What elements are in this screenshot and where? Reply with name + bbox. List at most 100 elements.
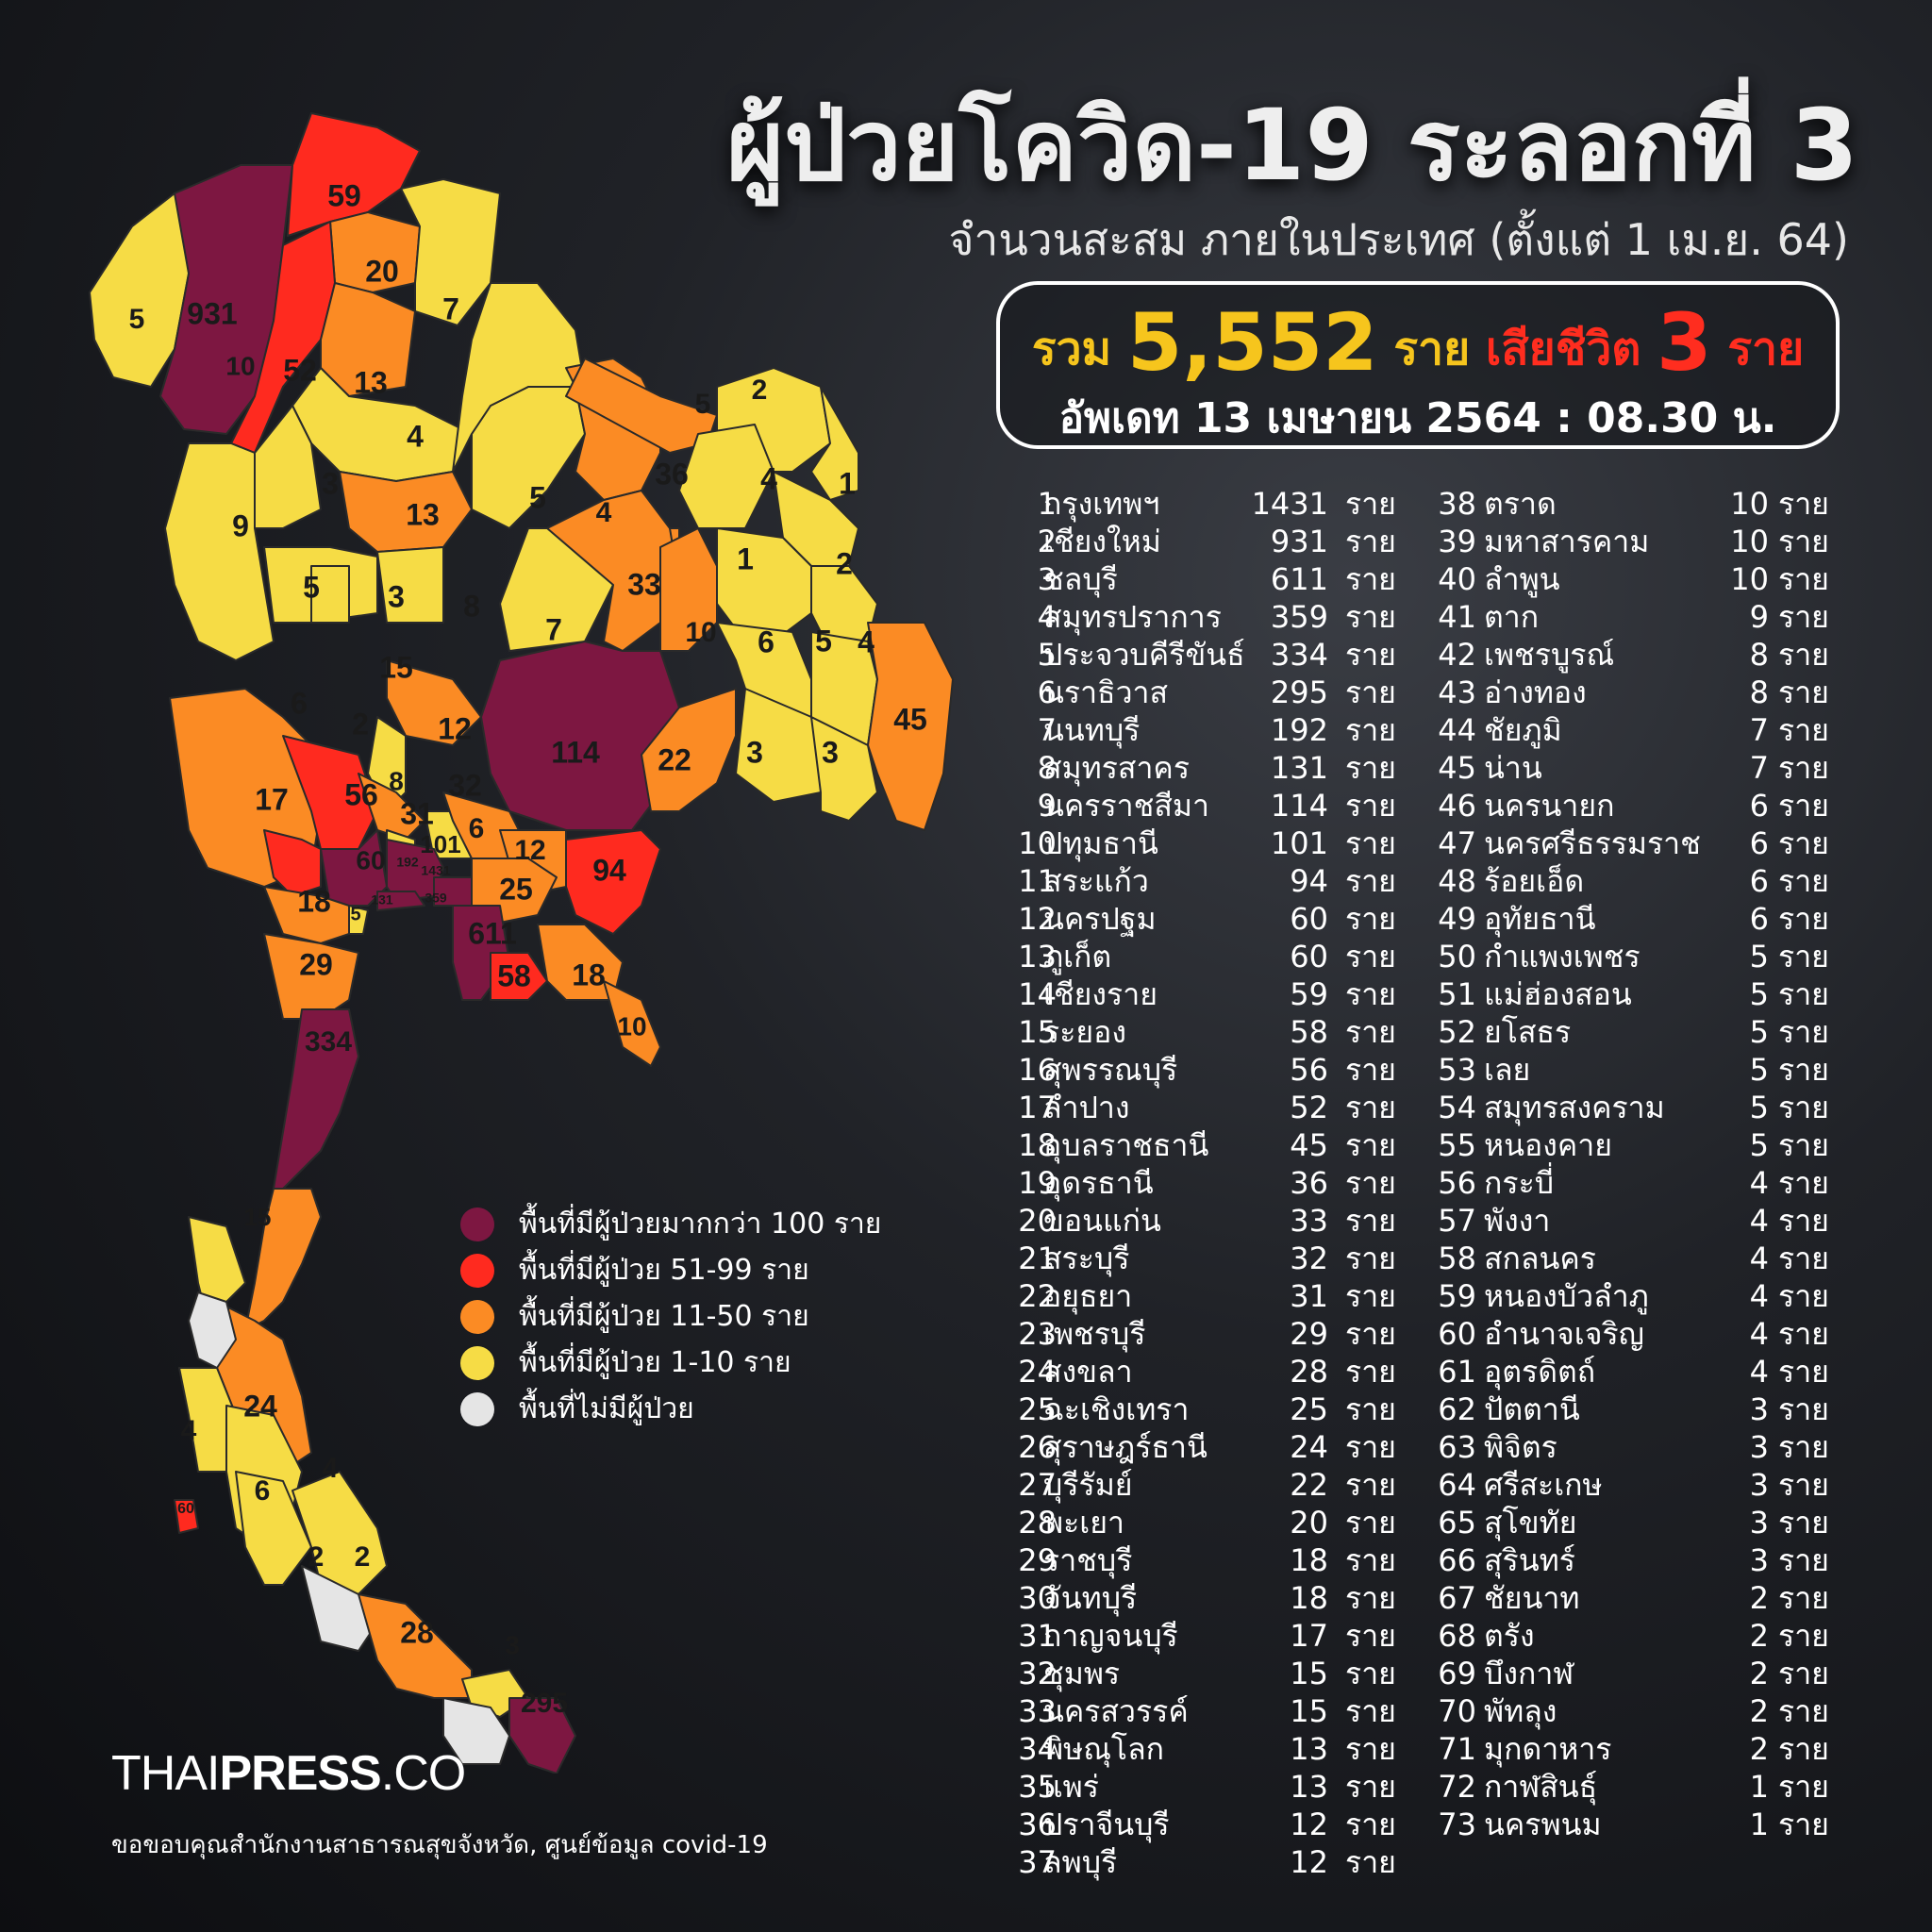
province-count: 8 [1749, 675, 1769, 710]
province-row: 26 สุราษฎร์ธานี 24 ราย [1000, 1428, 1404, 1466]
province-name: อุดรธานี [1043, 1165, 1154, 1201]
map-province-count: 5 [303, 570, 320, 604]
province-unit: ราย [1345, 1014, 1396, 1050]
province-row: 32 ชุมพร 15 ราย [1000, 1655, 1404, 1692]
province-name: มหาสารคาม [1484, 524, 1650, 559]
province-row: 50 กำแพงเพชร 5 ราย [1420, 938, 1835, 975]
province-rank: 65 [1438, 1505, 1476, 1541]
province-count: 3 [1749, 1391, 1769, 1427]
province-name: อำนาจเจริญ [1484, 1316, 1644, 1352]
province-row: 13 ภูเก็ต 60 ราย [1000, 938, 1404, 975]
province-unit: ราย [1345, 1241, 1396, 1276]
province-rank: 11 [1018, 863, 1057, 899]
province-count: 6 [1749, 788, 1769, 824]
province-unit: ราย [1345, 1052, 1396, 1088]
legend-swatch [460, 1208, 494, 1241]
province-rank: 49 [1438, 901, 1476, 937]
province-rank: 17 [1018, 1090, 1057, 1125]
province-count: 3 [1749, 1542, 1769, 1578]
map-province-count: 3 [746, 735, 763, 769]
province-rank: 64 [1438, 1467, 1476, 1503]
province-count: 7 [1749, 750, 1769, 786]
map-province-count: 15 [244, 1203, 272, 1231]
deaths-unit: ราย [1727, 323, 1805, 375]
province-count: 5 [1749, 1127, 1769, 1163]
map-province-count: 131 [371, 892, 393, 908]
province-region [235, 1471, 312, 1586]
province-unit: ราย [1345, 1731, 1396, 1767]
province-row: 34 พิษณุโลก 13 ราย [1000, 1730, 1404, 1768]
map-province-count: 3 [388, 579, 405, 613]
province-region [386, 659, 482, 746]
map-province-count: 3 [505, 1630, 520, 1659]
province-region [159, 164, 293, 435]
province-rank: 21 [1018, 1241, 1057, 1276]
province-row: 19 อุดรธานี 36 ราย [1000, 1164, 1404, 1202]
province-name: สุรินทร์ [1484, 1542, 1575, 1578]
province-count: 6 [1749, 863, 1769, 899]
map-province-count: 56 [344, 777, 378, 811]
map-province-count: 295 [521, 1688, 568, 1719]
map-province-count: 12 [438, 711, 472, 745]
map-province-count: 31 [400, 796, 434, 830]
province-unit: ราย [1345, 1505, 1396, 1541]
province-count: 24 [1290, 1429, 1328, 1465]
province-rank: 2 [1037, 524, 1057, 559]
province-region [452, 282, 586, 473]
map-province-count: 1431 [421, 863, 450, 878]
province-row: 22 อยุธยา 31 ราย [1000, 1277, 1404, 1315]
province-row: 5 ประจวบคีรีขันธ์ 334 ราย [1000, 636, 1404, 674]
province-region [310, 565, 350, 624]
province-row: 52 ยโสธร 5 ราย [1420, 1013, 1835, 1051]
map-province-count: 2 [752, 375, 768, 406]
province-count: 12 [1290, 1844, 1328, 1880]
province-name: นครราชสีมา [1043, 788, 1209, 824]
province-rank: 50 [1438, 939, 1476, 974]
map-province-count: 18 [572, 958, 606, 991]
map-province-count: 3 [822, 735, 839, 769]
province-row: 35 แพร่ 13 ราย [1000, 1768, 1404, 1806]
legend-label: พื้นที่มีผู้ป่วย 51-99 ราย [519, 1254, 809, 1287]
province-count: 2 [1749, 1656, 1769, 1691]
province-unit: ราย [1778, 675, 1829, 710]
map-province-count: 611 [468, 916, 517, 950]
province-rank: 66 [1438, 1542, 1476, 1578]
province-name: สงขลา [1043, 1354, 1133, 1390]
province-rank: 43 [1438, 675, 1476, 710]
province-count: 4 [1749, 1241, 1769, 1276]
province-name: ฉะเชิงเทรา [1043, 1391, 1190, 1427]
map-province-count: 24 [243, 1389, 277, 1423]
province-name: อยุธยา [1043, 1278, 1133, 1314]
map-province-count: 60 [356, 845, 385, 874]
province-row: 44 ชัยภูมิ 7 ราย [1420, 711, 1835, 749]
province-name: พิจิตร [1484, 1429, 1557, 1465]
province-region [565, 829, 661, 935]
province-unit: ราย [1778, 712, 1829, 748]
map-province-count: 17 [255, 782, 289, 816]
province-row: 47 นครศรีธรรมราช 6 ราย [1420, 824, 1835, 862]
province-row: 10 ปทุมธานี 101 ราย [1000, 824, 1404, 862]
page-subtitle: จำนวนสะสม ภายในประเทศ (ตั้งแต่ 1 เม.ย. 6… [948, 214, 1849, 265]
province-row: 23 เพชรบุรี 29 ราย [1000, 1315, 1404, 1353]
province-name: พังงา [1484, 1203, 1551, 1239]
province-unit: ราย [1345, 1693, 1396, 1729]
province-count: 94 [1290, 863, 1328, 899]
province-rank: 47 [1438, 825, 1476, 861]
province-unit: ราย [1778, 561, 1829, 597]
province-unit: ราย [1345, 1165, 1396, 1201]
province-unit: ราย [1345, 1429, 1396, 1465]
province-name: ร้อยเอ็ด [1484, 863, 1585, 899]
province-unit: ราย [1345, 1844, 1396, 1880]
province-region [164, 442, 275, 661]
province-count: 12 [1290, 1807, 1328, 1842]
map-province-count: 4 [858, 625, 874, 658]
province-unit: ราย [1778, 486, 1829, 522]
province-row: 33 นครสวรรค์ 15 ราย [1000, 1692, 1404, 1730]
province-name: อุบลราชธานี [1043, 1127, 1209, 1163]
province-count: 59 [1290, 976, 1328, 1012]
province-rank: 5 [1037, 637, 1057, 673]
province-name: ตาก [1484, 599, 1540, 635]
province-name: ชุมพร [1043, 1656, 1121, 1691]
province-count: 28 [1290, 1354, 1328, 1390]
